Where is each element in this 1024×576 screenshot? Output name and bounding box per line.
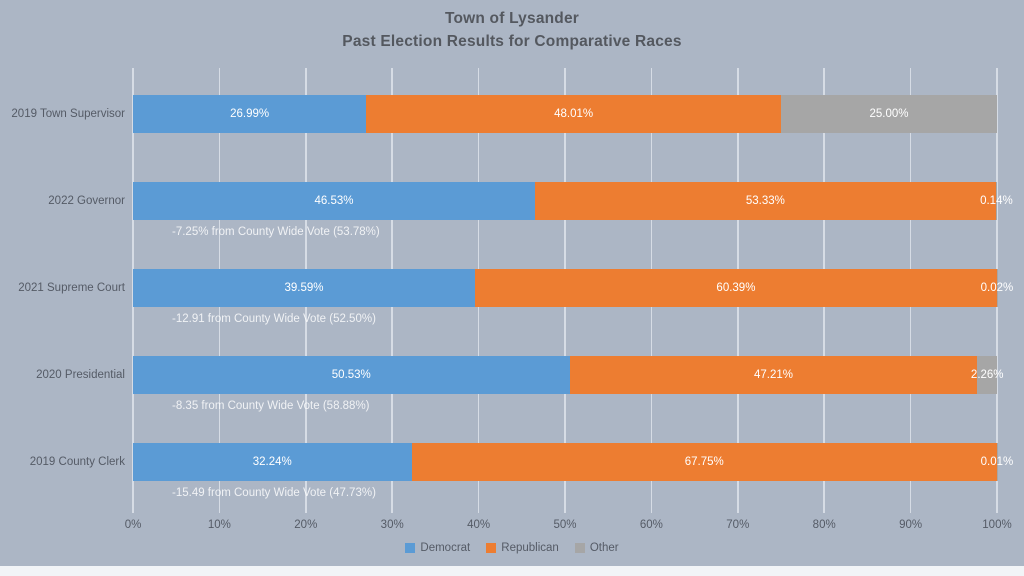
data-label-other: 25.00% [869, 108, 909, 120]
bar-segment-other [977, 356, 997, 394]
x-axis-tick-label: 20% [294, 519, 318, 531]
chart-title-line-1: Town of Lysander [444, 10, 580, 27]
category-label: 2019 Town Supervisor [11, 108, 125, 120]
bar-segment-republican [535, 182, 996, 220]
x-axis-tick-label: 40% [467, 519, 491, 531]
x-axis-tick-label: 80% [812, 519, 836, 531]
legend-swatch-icon [405, 543, 416, 553]
data-label-republican: 47.21% [754, 369, 794, 381]
legend-item-democrat: Democrat [405, 542, 470, 554]
data-label-democrat: 50.53% [331, 369, 371, 381]
bar-segment-democrat [133, 269, 476, 307]
bottom-strip [0, 566, 1024, 576]
data-label-other: 2.26% [970, 369, 1004, 381]
data-label-democrat: 39.59% [284, 282, 324, 294]
legend-label: Democrat [420, 542, 471, 554]
data-label-democrat: 26.99% [230, 108, 270, 120]
data-label-republican: 48.01% [554, 108, 594, 120]
county-wide-vote-annotation: -8.35 from County Wide Vote (58.88%) [172, 400, 370, 412]
legend-item-other: Other [574, 542, 619, 554]
x-axis-tick-label: 0% [124, 519, 142, 531]
data-label-republican: 53.33% [745, 195, 785, 207]
plot-area: 0% 10% 20% 30% 40% 50% 60% 70% 80% 90% 100% 26.99% 4… [125, 68, 1013, 531]
category-label: 2019 County Clerk [29, 456, 125, 468]
county-wide-vote-annotation: -12.91 from County Wide Vote (52.50%) [172, 313, 376, 325]
bar-row: 26.99% 48.01% 25.00% [133, 95, 997, 133]
x-axis-tick-label: 100% [982, 519, 1012, 531]
legend-label: Republican [501, 542, 559, 554]
bar-segment-republican [366, 95, 781, 133]
chart-title: Town of Lysander Past Election Results f… [0, 7, 1024, 53]
bar-segment-democrat [133, 95, 367, 133]
legend-swatch-icon [486, 543, 497, 553]
category-label: 2021 Supreme Court [18, 282, 125, 294]
bar-segment-democrat [133, 356, 570, 394]
chart-title-line-2: Past Election Results for Comparative Ra… [342, 33, 682, 50]
x-axis-tick-label: 90% [899, 519, 923, 531]
category-label: 2022 Governor [48, 195, 125, 207]
x-axis-tick-label: 70% [726, 519, 750, 531]
data-label-republican: 67.75% [684, 456, 724, 468]
data-label-other: 0.02% [980, 282, 1014, 294]
bar-segment-other [995, 182, 997, 220]
bar-segment-republican [569, 356, 978, 394]
x-axis-tick-label: 10% [207, 519, 231, 531]
bar-segment-democrat [133, 443, 412, 481]
legend-item-republican: Republican [486, 542, 559, 554]
bar-segment-republican [411, 443, 997, 481]
data-label-other: 0.01% [980, 456, 1014, 468]
data-label-republican: 60.39% [716, 282, 756, 294]
legend: Democrat Republican Other [0, 540, 1024, 556]
category-label: 2020 Presidential [36, 369, 125, 381]
x-axis-tick-label: 30% [380, 519, 404, 531]
legend-swatch-icon [574, 543, 585, 553]
bar-segment-republican [475, 269, 997, 307]
bar-segment-democrat [133, 182, 536, 220]
bar-row: 46.53% 53.33% 0.14% [133, 182, 1013, 220]
bar-row: 39.59% 60.39% 0.02% [133, 269, 1013, 307]
bar-row: 50.53% 47.21% 2.26% [133, 356, 1004, 394]
bar-segment-other [781, 95, 997, 133]
data-label-democrat: 46.53% [314, 195, 354, 207]
county-wide-vote-annotation: -7.25% from County Wide Vote (53.78%) [172, 226, 380, 238]
data-label-democrat: 32.24% [252, 456, 292, 468]
gridline [996, 68, 998, 513]
legend-label: Other [589, 542, 619, 554]
bar-row: 32.24% 67.75% 0.01% [133, 443, 1013, 481]
data-label-other: 0.14% [980, 195, 1013, 207]
county-wide-vote-annotation: -15.49 from County Wide Vote (47.73%) [172, 487, 376, 499]
x-axis-tick-label: 50% [553, 519, 577, 531]
x-axis-tick-label: 60% [639, 519, 663, 531]
